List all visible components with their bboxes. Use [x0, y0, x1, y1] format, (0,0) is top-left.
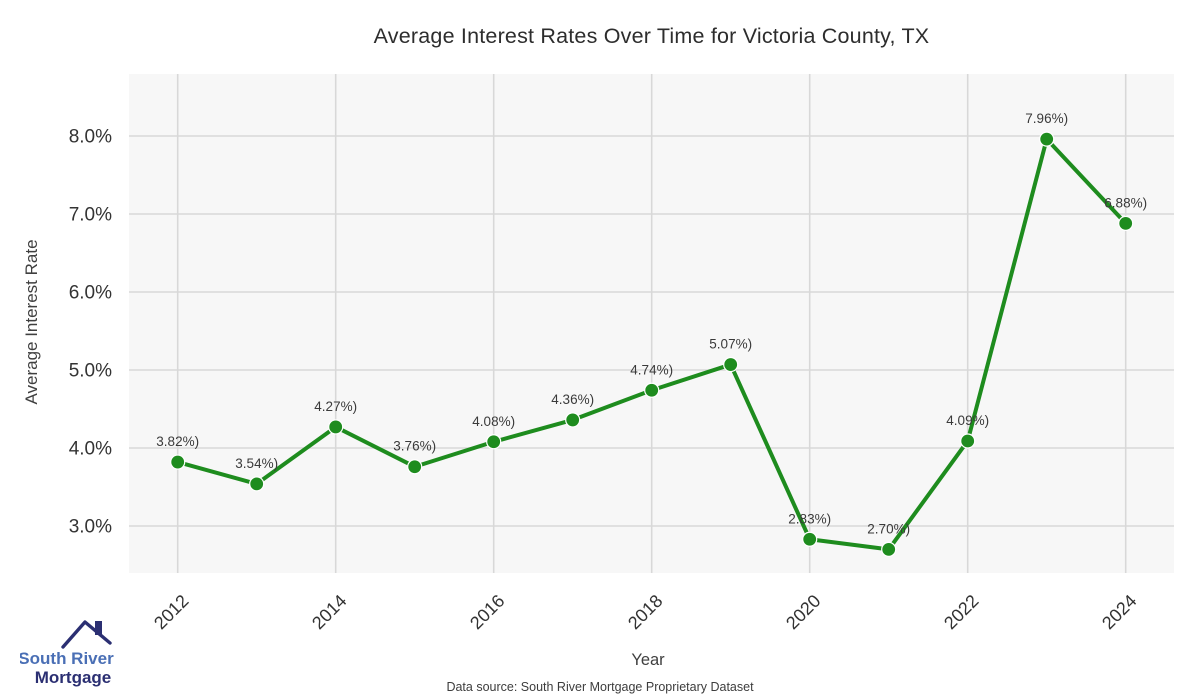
svg-text:3.82%): 3.82%) — [156, 434, 199, 449]
svg-text:4.36%): 4.36%) — [551, 392, 594, 407]
logo: South River Mortgage — [20, 620, 114, 687]
svg-text:2020: 2020 — [782, 591, 824, 633]
svg-text:2.70%): 2.70%) — [867, 521, 910, 536]
house-roof-icon — [61, 620, 112, 649]
svg-text:2018: 2018 — [624, 591, 666, 633]
svg-text:Average Interest Rate: Average Interest Rate — [22, 239, 41, 404]
svg-text:4.74%): 4.74%) — [630, 362, 673, 377]
svg-text:3.0%: 3.0% — [69, 517, 112, 538]
svg-text:5.0%: 5.0% — [69, 361, 112, 382]
svg-text:5.07%): 5.07%) — [709, 337, 752, 352]
svg-text:4.09%): 4.09%) — [946, 413, 989, 428]
svg-text:6.88%): 6.88%) — [1104, 195, 1147, 210]
data-source-caption: Data source: South River Mortgage Propri… — [446, 680, 754, 694]
logo-line1: South River — [20, 649, 114, 668]
page-title: Average Interest Rates Over Time for Vic… — [373, 24, 930, 48]
svg-text:2014: 2014 — [308, 591, 350, 633]
svg-text:8.0%: 8.0% — [69, 127, 112, 148]
svg-text:2012: 2012 — [150, 591, 192, 633]
svg-text:3.54%): 3.54%) — [235, 456, 278, 471]
svg-text:4.0%: 4.0% — [69, 439, 112, 460]
x-axis-title: Year — [631, 651, 665, 669]
svg-text:2.83%): 2.83%) — [788, 511, 831, 526]
svg-text:4.27%): 4.27%) — [314, 399, 357, 414]
svg-text:2024: 2024 — [1098, 591, 1140, 633]
logo-line2: Mortgage — [35, 668, 112, 687]
svg-text:4.08%): 4.08%) — [472, 414, 515, 429]
svg-text:2022: 2022 — [940, 591, 982, 633]
svg-text:7.96%): 7.96%) — [1025, 111, 1068, 126]
svg-text:7.0%: 7.0% — [69, 205, 112, 226]
svg-text:3.76%): 3.76%) — [393, 439, 436, 454]
svg-text:2016: 2016 — [466, 591, 508, 633]
svg-text:6.0%: 6.0% — [69, 283, 112, 304]
